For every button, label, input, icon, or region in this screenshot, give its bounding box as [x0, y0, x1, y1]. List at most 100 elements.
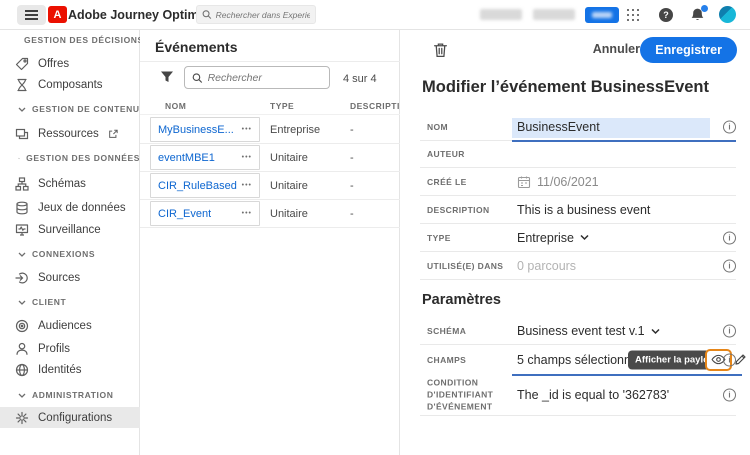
sidebar-section-gestion-des-donnees[interactable]: GESTION DES DONNÉES [0, 151, 140, 165]
help-icon[interactable]: ? [659, 8, 673, 22]
chevron-down-icon [18, 393, 26, 398]
sidebar-section-gestion-de-contenu[interactable]: GESTION DE CONTENU [0, 102, 140, 116]
field-row-champs: CHAMPS 5 champs sélectionnés Afficher la… [420, 345, 746, 376]
cancel-button[interactable]: Annuler [592, 42, 640, 56]
global-search-box[interactable] [196, 5, 316, 24]
page-title: Modifier l’événement BusinessEvent [422, 78, 710, 96]
events-search-box[interactable] [184, 66, 330, 89]
redacted-env-text [533, 9, 575, 20]
sidebar-item-profils[interactable]: Profils [0, 338, 140, 359]
info-icon[interactable]: i [723, 388, 736, 401]
event-name-cell[interactable]: eventMBE1 ••• [150, 145, 260, 170]
app-title: Adobe Journey Optimizer [68, 8, 221, 22]
sidebar-section-gestion-des-decisions[interactable]: GESTION DES DÉCISIONS [0, 33, 143, 47]
info-icon[interactable]: i [723, 324, 736, 338]
notification-badge [701, 5, 708, 12]
event-link[interactable]: eventMBE1 [158, 151, 215, 164]
sidebar-item-label: Profils [38, 342, 70, 355]
sidebar-item-jeux-de-donnees[interactable]: Jeux de données [0, 197, 140, 218]
sidebar-item-label: Offres [38, 57, 70, 70]
sidebar-section-label: GESTION DE CONTENU [32, 104, 140, 114]
event-link[interactable]: CIR_RuleBased [158, 179, 237, 192]
user-avatar[interactable] [719, 6, 736, 23]
row-actions-button[interactable]: ••• [241, 210, 252, 217]
event-description: - [350, 208, 354, 220]
assets-icon [15, 128, 29, 139]
event-link[interactable]: MyBusinessE... [158, 123, 234, 136]
field-label-type: TYPE [427, 232, 451, 243]
edit-fields-button[interactable] [734, 353, 748, 367]
field-label-champs: CHAMPS [427, 354, 467, 365]
field-row-schema: SCHÉMA Business event test v.1 i [420, 318, 736, 345]
event-detail-panel: Annuler Enregistrer Modifier l’événement… [400, 30, 750, 455]
info-icon[interactable]: i [723, 231, 736, 244]
event-name-cell[interactable]: CIR_RuleBased ••• [150, 173, 260, 198]
event-type: Unitaire [270, 208, 308, 220]
event-description: - [350, 180, 354, 192]
sidebar-item-ressources[interactable]: Ressources [0, 123, 140, 144]
event-link[interactable]: CIR_Event [158, 207, 212, 220]
sidebar-item-offres[interactable]: Offres [0, 53, 140, 74]
save-button[interactable]: Enregistrer [640, 37, 737, 63]
delete-button[interactable] [430, 40, 450, 60]
hamburger-menu-button[interactable] [17, 5, 46, 25]
sidebar-item-label: Configurations [38, 411, 113, 424]
cree-le-value: 11/06/2021 [537, 174, 599, 189]
info-icon[interactable]: i [723, 353, 736, 366]
focus-underline [512, 374, 742, 376]
search-icon [192, 72, 203, 83]
sidebar-item-sources[interactable]: Sources [0, 267, 140, 288]
global-search-input[interactable] [215, 9, 310, 20]
sidebar-section-client[interactable]: CLIENT [0, 295, 140, 309]
sidebar-item-composants[interactable]: Composants [0, 74, 140, 95]
column-header-description[interactable]: DESCRIPTION [350, 101, 414, 111]
sidebar-item-label: Surveillance [38, 223, 101, 236]
nom-input[interactable]: BusinessEvent [517, 120, 600, 134]
calendar-icon [517, 176, 531, 188]
sidebar-section-connexions[interactable]: CONNEXIONS [0, 247, 140, 261]
champs-value[interactable]: 5 champs sélectionnés [517, 352, 645, 367]
row-actions-button[interactable]: ••• [241, 154, 252, 161]
field-row-nom: NOM BusinessEvent i [420, 114, 736, 142]
events-search-input[interactable] [207, 71, 322, 84]
sidebar-section-label: GESTION DES DÉCISIONS [24, 35, 144, 45]
sidebar-item-schemas[interactable]: Schémas [0, 173, 140, 194]
row-actions-button[interactable]: ••• [241, 126, 252, 133]
sidebar-section-administration[interactable]: ADMINISTRATION [0, 388, 140, 402]
schema-dropdown[interactable]: Business event test v.1 [517, 324, 660, 338]
divider [140, 114, 400, 115]
profiles-icon [16, 342, 28, 355]
sidebar-item-label: Identités [38, 363, 82, 376]
external-link-icon [108, 129, 118, 138]
nom-input-highlight [512, 118, 710, 138]
utilise-dans-value: 0 parcours [517, 258, 577, 273]
filter-icon[interactable] [160, 70, 174, 84]
type-value: Entreprise [517, 230, 574, 245]
column-header-nom[interactable]: NOM [165, 101, 187, 111]
sidebar-item-surveillance[interactable]: Surveillance [0, 219, 140, 240]
notifications-bell-icon[interactable] [690, 5, 708, 23]
type-dropdown[interactable]: Entreprise [517, 231, 589, 245]
sidebar-section-label: CONNEXIONS [32, 249, 96, 259]
event-name-cell[interactable]: CIR_Event ••• [150, 201, 260, 226]
condition-value[interactable]: The _id is equal to '362783' [517, 387, 670, 402]
redacted-header-button[interactable] [585, 7, 619, 23]
info-icon[interactable]: i [723, 120, 736, 134]
table-row: CIR_Event ••• Unitaire - [140, 200, 400, 228]
sidebar-item-audiences[interactable]: Audiences [0, 315, 140, 336]
panel-title: Événements [155, 39, 238, 55]
row-actions-button[interactable]: ••• [241, 182, 252, 189]
app-switcher-grid-icon[interactable] [627, 9, 640, 22]
sidebar-item-configurations[interactable]: Configurations [0, 407, 140, 428]
column-header-type[interactable]: TYPE [270, 101, 295, 111]
divider [140, 61, 400, 62]
sidebar-item-identites[interactable]: Identités [0, 359, 140, 380]
event-description: - [350, 124, 354, 136]
description-value[interactable]: This is a business event [517, 202, 651, 217]
info-icon[interactable]: i [723, 259, 736, 272]
sidebar-item-label: Composants [38, 78, 103, 91]
field-row-condition: CONDITION D'IDENTIFIANT D'ÉVÉNEMENT The … [420, 374, 736, 416]
event-type: Entreprise [270, 124, 321, 136]
event-name-cell[interactable]: MyBusinessE... ••• [150, 117, 260, 142]
chevron-down-icon [18, 107, 26, 112]
